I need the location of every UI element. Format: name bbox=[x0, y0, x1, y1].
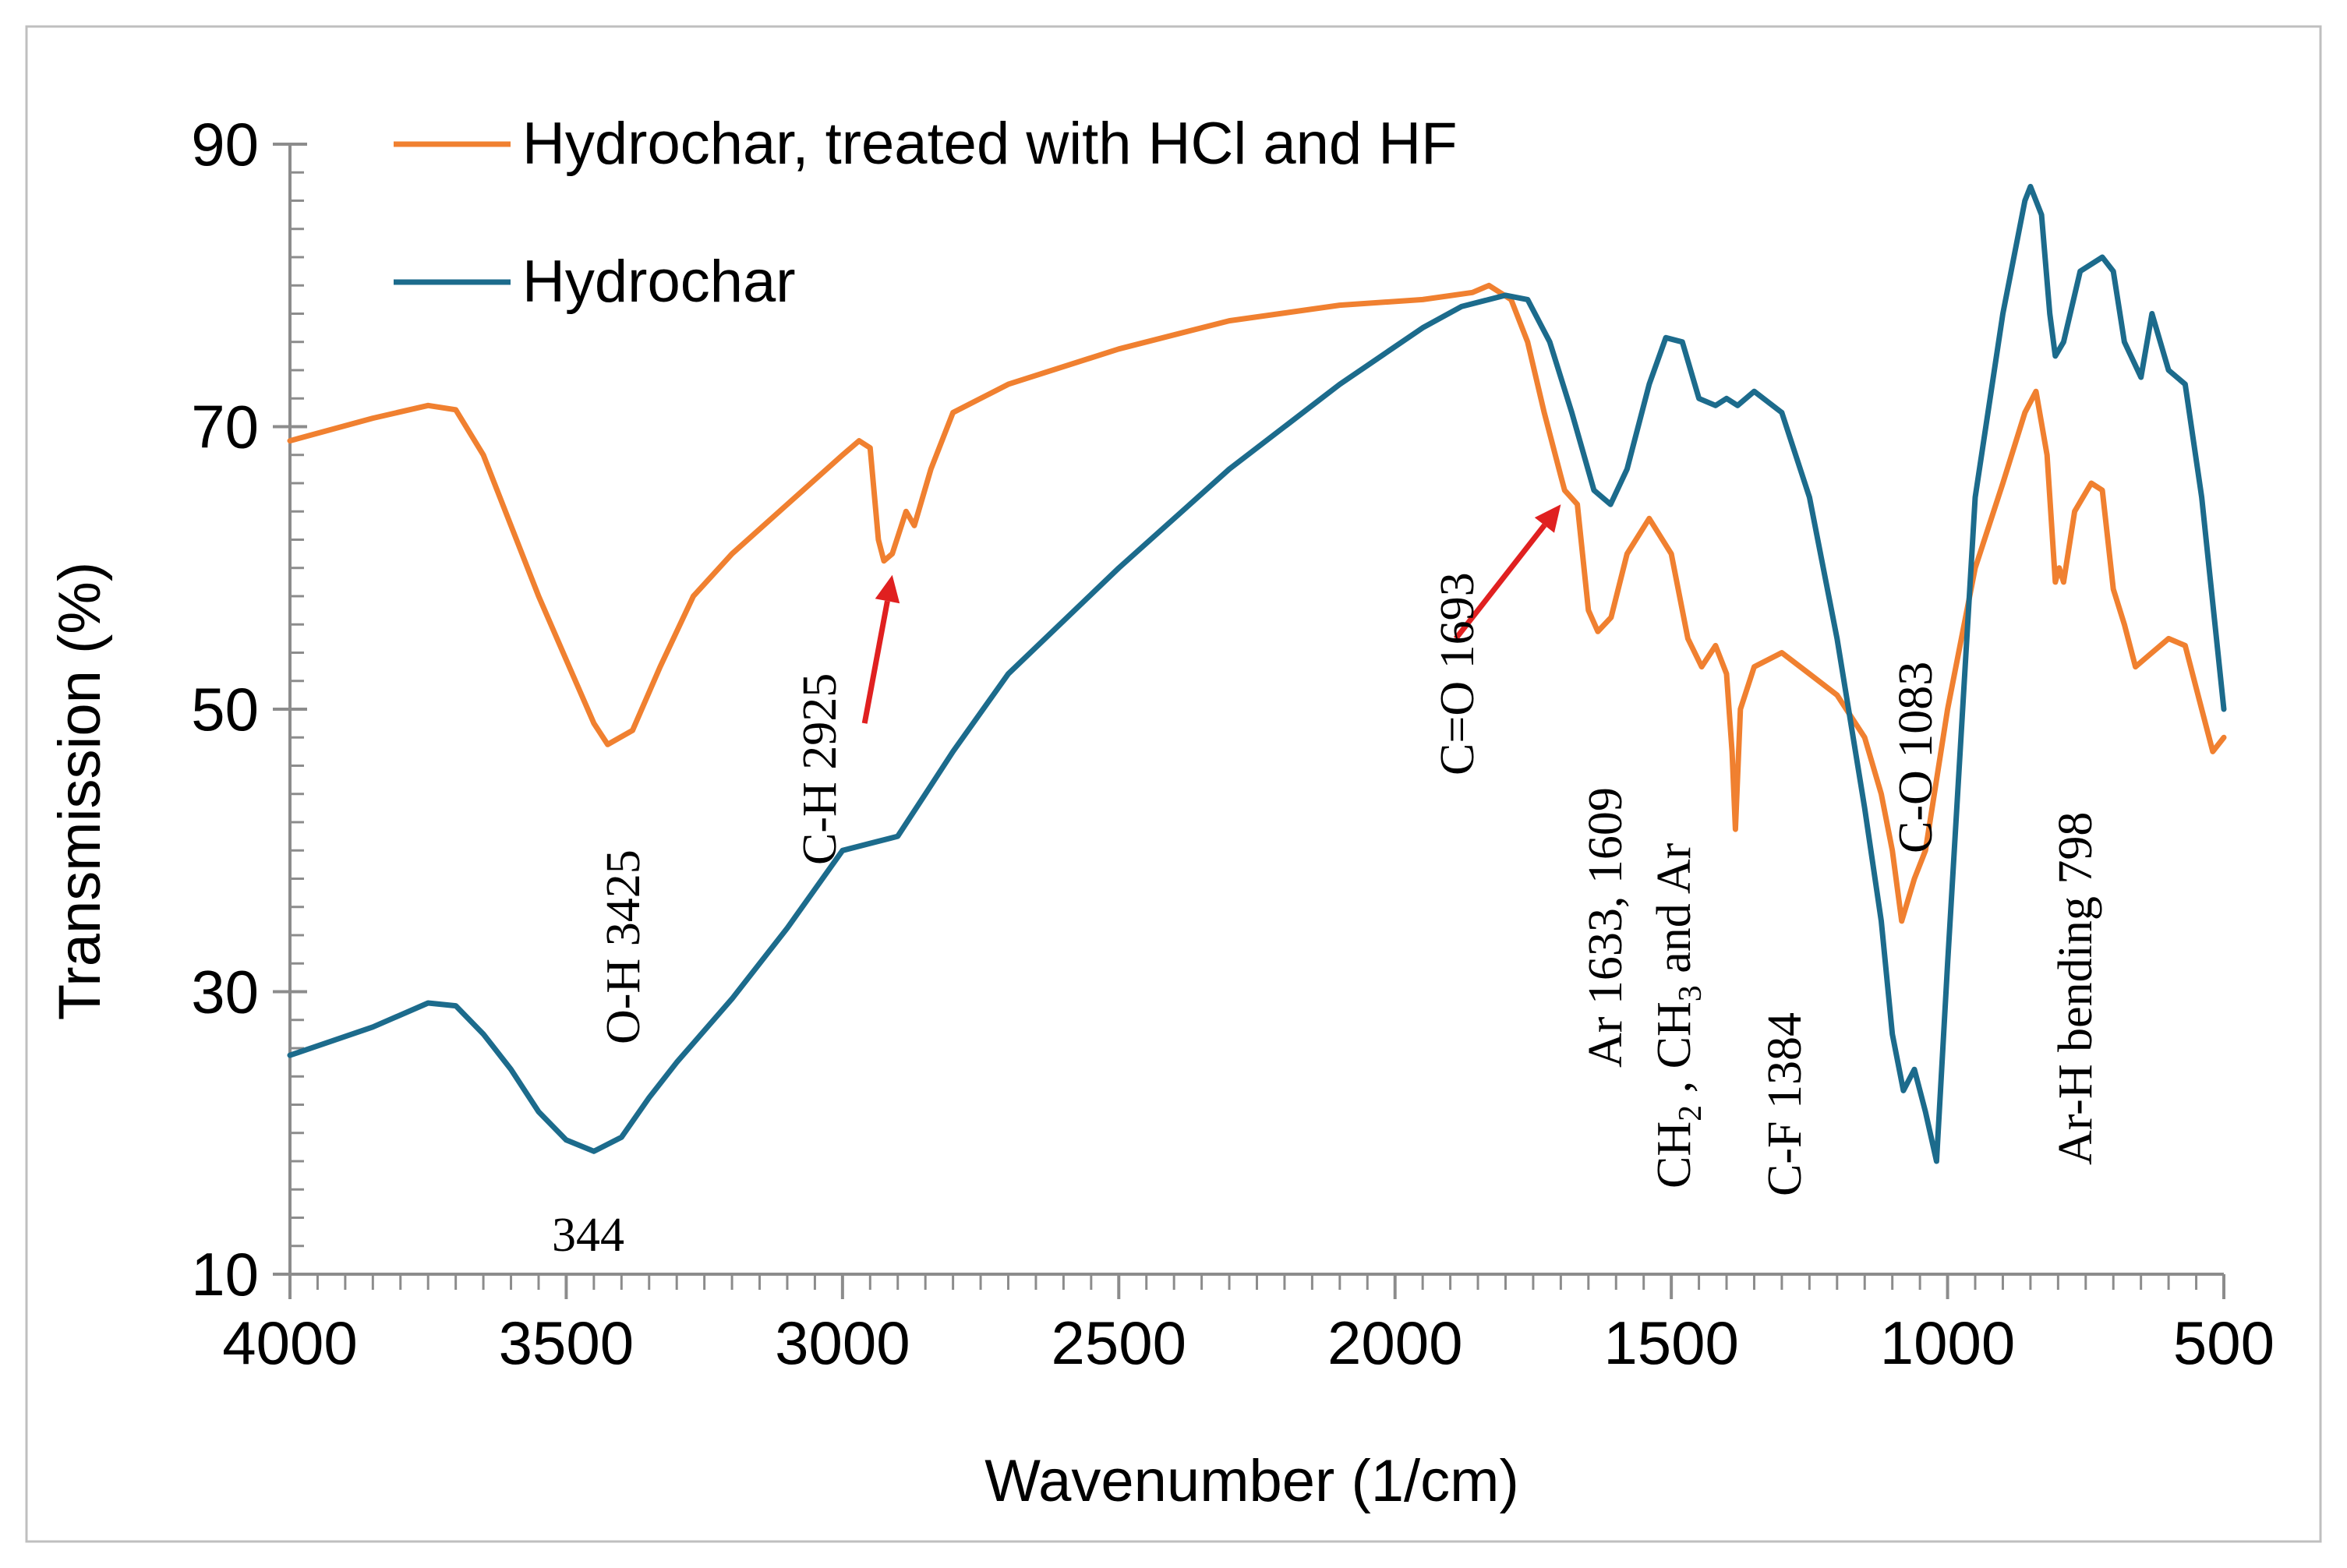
x-tick-label: 1000 bbox=[1880, 1308, 2016, 1377]
annotation-ch: C-H 2925 bbox=[794, 673, 847, 865]
annotation-cf: C-F 1384 bbox=[1758, 1012, 1812, 1196]
x-tick-label: 2000 bbox=[1327, 1308, 1463, 1377]
annotation-ch2-sub: 2 bbox=[1673, 1105, 1709, 1121]
series-line-1 bbox=[287, 183, 2227, 1164]
arrow-c-h-shaft bbox=[861, 600, 890, 724]
y-tick-label: 90 bbox=[191, 110, 259, 178]
y-axis-label: Transmission (%) bbox=[47, 562, 113, 1020]
annotation-344: 344 bbox=[552, 1209, 624, 1262]
axes: 10 30 50 70 90 4000 3500 3000 2500 2000 1500 1000 50… bbox=[191, 110, 2275, 1377]
arrow-layer bbox=[861, 504, 1561, 724]
arrow-c-o-shaft bbox=[1453, 523, 1547, 641]
y-tick-label: 50 bbox=[191, 675, 259, 743]
y-tick-label: 10 bbox=[191, 1240, 259, 1308]
annotation-ch2-main: CH bbox=[1648, 1121, 1701, 1188]
annotation-ar: Ar 1633, 1609 bbox=[1579, 787, 1632, 1068]
annotation-and-ar: and Ar bbox=[1648, 842, 1701, 985]
annotation-co-1693: C=O 1693 bbox=[1431, 572, 1484, 775]
x-axis-label: Wavenumber (1/cm) bbox=[984, 1448, 1519, 1514]
series-layer bbox=[287, 183, 2227, 1164]
legend-label-treated: Hydrochar, treated with HCl and HF bbox=[522, 111, 1458, 177]
legend-label-hydrochar: Hydrochar bbox=[522, 249, 796, 315]
x-tick-label: 2500 bbox=[1052, 1308, 1187, 1377]
x-tick-label: 3500 bbox=[499, 1308, 634, 1377]
arrow-c-h-head bbox=[875, 574, 900, 604]
y-tick-label: 70 bbox=[191, 393, 259, 461]
annotation-ch3-sub: 3 bbox=[1673, 985, 1709, 1001]
series-line-0 bbox=[287, 282, 2227, 924]
x-tick-label: 500 bbox=[2173, 1308, 2275, 1377]
arrow-c-o-head bbox=[1534, 504, 1561, 533]
legend: Hydrochar, treated with HCl and HF Hydro… bbox=[394, 111, 1458, 315]
annotation-co-1083: C-O 1083 bbox=[1889, 662, 1942, 853]
annotations: O-H 3425 C-H 2925 C=O 1693 Ar 1633, 1609… bbox=[552, 572, 2102, 1262]
annotation-arh: Ar-H bending 798 bbox=[2049, 812, 2102, 1165]
annotation-ch3-main: , CH bbox=[1648, 1001, 1701, 1105]
y-tick-label: 30 bbox=[191, 958, 259, 1026]
annotation-oh: O-H 3425 bbox=[597, 849, 650, 1044]
x-tick-label: 3000 bbox=[775, 1308, 910, 1377]
annotation-ch2-ch3: CH2 , CH3 and Ar bbox=[1648, 842, 1709, 1188]
x-tick-label: 4000 bbox=[222, 1308, 358, 1377]
x-tick-label: 1500 bbox=[1603, 1308, 1739, 1377]
